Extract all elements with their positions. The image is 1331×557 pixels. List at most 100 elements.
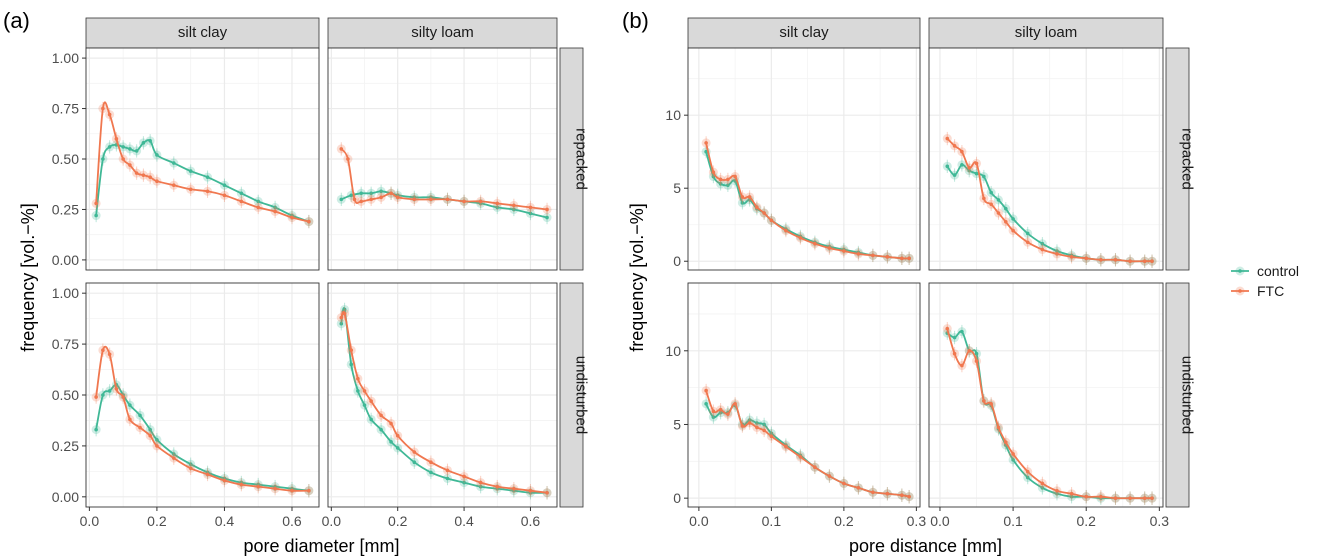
facet-strip-label: silty loam xyxy=(411,24,474,41)
data-point-FTC xyxy=(171,456,176,460)
data-point-FTC xyxy=(101,106,105,111)
data-point-control xyxy=(134,149,139,153)
data-point-control xyxy=(967,168,972,173)
facet-strip-label: silt clay xyxy=(178,24,228,41)
panel-border xyxy=(327,47,558,271)
x-tick-label: 0.1 xyxy=(1003,513,1023,529)
data-point-FTC xyxy=(389,421,393,426)
data-point-FTC xyxy=(982,399,986,403)
data-point-FTC xyxy=(967,348,972,353)
data-point-FTC xyxy=(379,413,383,418)
x-tick-label: 0.2 xyxy=(834,513,854,529)
data-point-FTC xyxy=(107,112,112,117)
y-tick-label: 10 xyxy=(665,107,681,123)
y-tick-label: 0.75 xyxy=(52,336,79,352)
data-point-control xyxy=(369,191,373,196)
x-axis-title: pore distance [mm] xyxy=(849,536,1002,556)
data-point-control xyxy=(1025,475,1030,480)
data-point-control xyxy=(1040,486,1045,490)
data-point-FTC xyxy=(342,311,347,316)
data-point-FTC xyxy=(188,187,193,192)
data-point-FTC xyxy=(445,468,450,473)
y-tick-label: 5 xyxy=(673,180,681,196)
data-point-FTC xyxy=(495,201,500,206)
data-point-control xyxy=(148,427,152,432)
x-tick-label: 0.2 xyxy=(388,513,408,529)
data-point-FTC xyxy=(148,433,152,438)
data-point-FTC xyxy=(128,417,132,422)
data-point-control xyxy=(188,169,193,173)
trend-line-control xyxy=(340,190,548,219)
facet-strip-silt-clay xyxy=(687,17,921,49)
data-point-FTC xyxy=(362,389,367,393)
data-point-control xyxy=(205,175,210,179)
data-point-FTC xyxy=(349,348,354,353)
data-point-control xyxy=(462,480,466,485)
data-point-FTC xyxy=(842,481,846,486)
data-point-FTC xyxy=(395,195,400,200)
data-point-FTC xyxy=(346,157,350,161)
facet-strip-label: repacked xyxy=(573,128,590,190)
data-point-FTC xyxy=(871,253,875,258)
data-point-FTC xyxy=(188,466,193,471)
data-point-FTC xyxy=(769,434,774,439)
data-point-FTC xyxy=(412,450,417,454)
data-point-control xyxy=(1003,206,1008,211)
data-point-control xyxy=(148,139,152,143)
y-tick-label: 0 xyxy=(673,490,681,506)
data-point-FTC xyxy=(856,252,861,256)
x-tick-label: 0.3 xyxy=(907,513,927,529)
data-point-FTC xyxy=(273,486,277,491)
data-point-control xyxy=(974,171,979,176)
data-point-FTC xyxy=(784,444,788,449)
facet-strip-label: undisturbed xyxy=(573,356,590,434)
y-axis-title: frequency [vol.−%] xyxy=(627,203,647,352)
x-tick-label: 0.4 xyxy=(454,513,474,529)
panel-label: (b) xyxy=(622,8,649,33)
data-point-FTC xyxy=(356,376,360,381)
data-point-FTC xyxy=(1003,220,1008,224)
legend-key-point xyxy=(1238,269,1242,273)
x-tick-label: 0.6 xyxy=(282,513,302,529)
data-point-control xyxy=(545,215,549,220)
data-point-control xyxy=(704,402,708,406)
data-point-FTC xyxy=(359,199,363,204)
panel-border xyxy=(928,282,1164,508)
data-point-FTC xyxy=(256,484,261,489)
data-point-control xyxy=(718,182,723,186)
data-point-FTC xyxy=(740,424,745,428)
data-point-FTC xyxy=(1069,255,1074,259)
facet-panel: 0.00 0.25 0.50 0.75 1.00 0.0 0.2 0.4 0.6 xyxy=(52,282,320,529)
data-point-control xyxy=(412,460,417,465)
data-point-control xyxy=(94,427,98,432)
data-point-FTC xyxy=(101,348,105,353)
data-point-FTC xyxy=(711,170,716,174)
data-point-control xyxy=(1025,231,1030,236)
data-point-control xyxy=(769,431,774,436)
data-point-FTC xyxy=(389,191,393,196)
data-point-FTC xyxy=(1113,257,1118,262)
data-point-FTC xyxy=(740,195,745,199)
facet-panel: 0.0 0.2 0.4 0.6 xyxy=(322,282,558,529)
x-tick-label: 0.0 xyxy=(322,513,342,529)
data-point-FTC xyxy=(813,465,817,470)
data-point-FTC xyxy=(141,173,146,177)
facet-strip-label: silty loam xyxy=(1015,24,1078,41)
data-point-FTC xyxy=(222,193,227,198)
data-point-FTC xyxy=(945,136,950,141)
data-point-FTC xyxy=(528,205,533,210)
data-point-FTC xyxy=(369,399,373,403)
y-tick-label: 10 xyxy=(665,343,681,359)
data-point-FTC xyxy=(996,211,1001,215)
data-point-FTC xyxy=(114,387,119,391)
data-point-FTC xyxy=(755,425,759,430)
data-point-control xyxy=(512,207,516,212)
data-point-FTC xyxy=(907,494,911,499)
data-point-FTC xyxy=(871,490,875,495)
data-point-control xyxy=(989,190,993,195)
data-point-FTC xyxy=(339,147,344,151)
data-point-FTC xyxy=(1040,247,1045,252)
data-point-FTC xyxy=(900,493,904,498)
data-point-control xyxy=(711,415,716,419)
data-point-control xyxy=(974,351,979,356)
